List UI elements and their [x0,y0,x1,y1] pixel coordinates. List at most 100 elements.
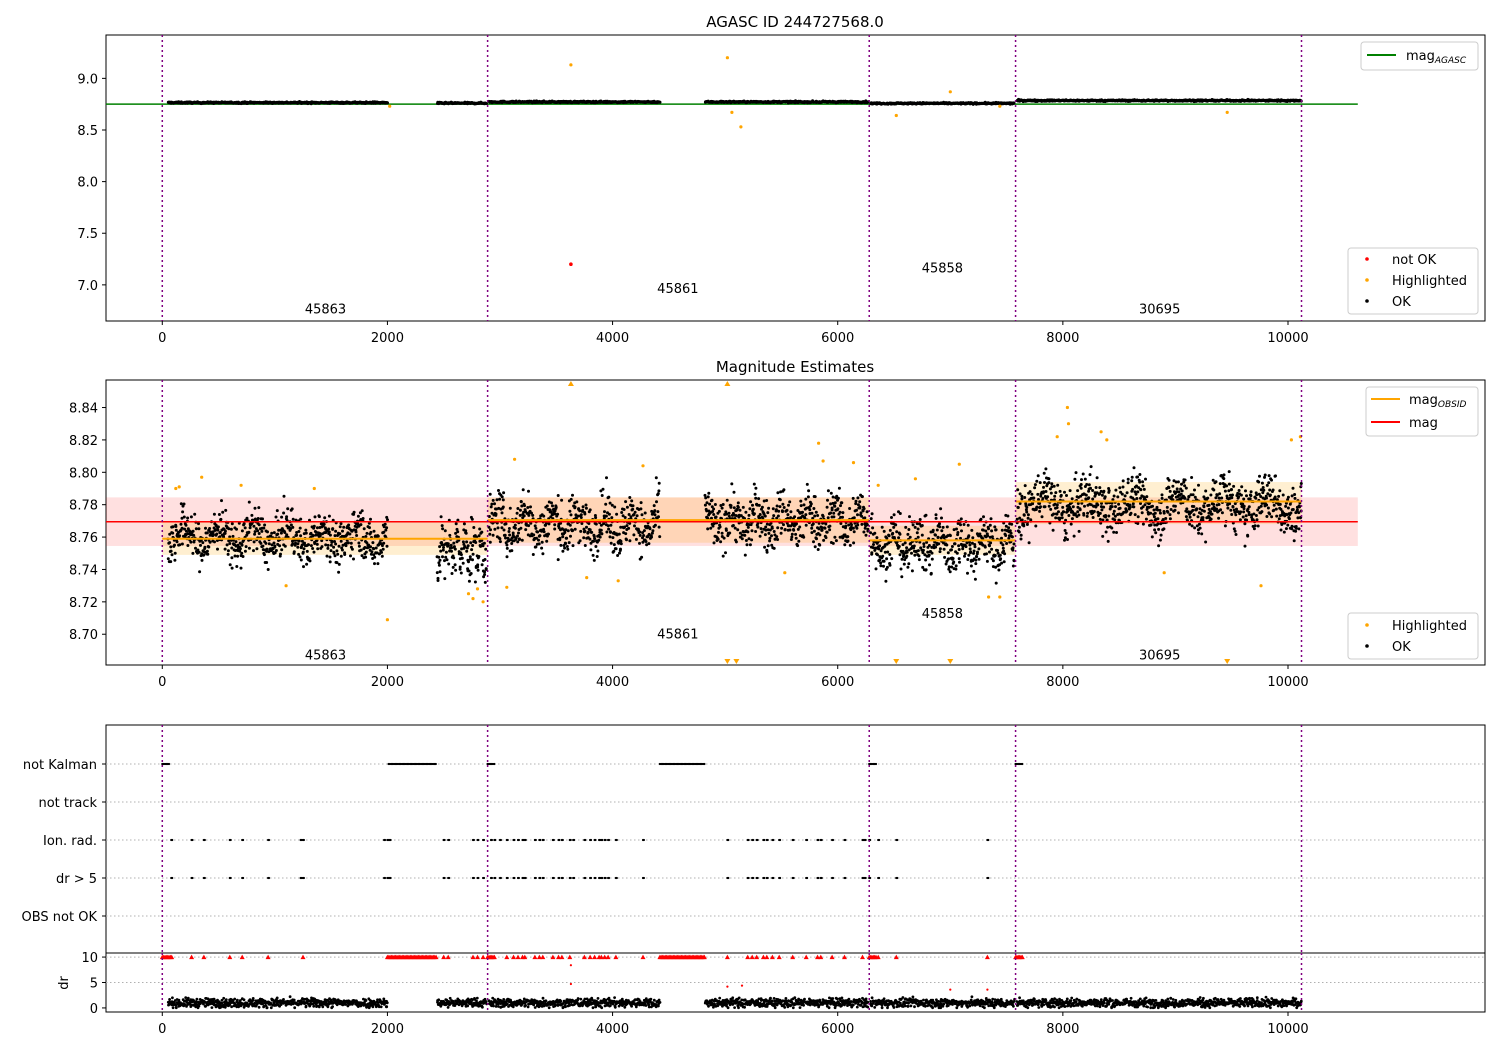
ok-point [169,560,172,563]
ok-point [990,529,993,532]
ok-point [462,562,465,565]
ok-point [337,571,340,574]
ok-point [468,570,471,573]
ok-point [265,548,268,551]
ok-point [183,503,186,506]
ok-point [728,512,731,515]
ok-point [339,525,342,528]
ok-point [779,505,782,508]
ok-point [754,530,757,533]
ok-point [628,496,631,499]
ok-point [204,527,207,530]
ok-point [994,554,997,557]
ok-point [208,527,211,530]
ok-point [895,530,898,533]
ok-point [583,513,586,516]
ok-point [749,500,752,503]
ok-point [595,523,598,526]
ok-point [206,550,209,553]
ok-point [599,536,602,539]
ok-point [936,529,939,532]
ok-point [632,533,635,536]
ok-point [783,506,786,509]
ok-point [1071,497,1074,500]
ok-point [529,505,532,508]
ok-point [557,494,560,497]
ok-point [1117,503,1120,506]
ok-point [922,549,925,552]
ok-point [254,530,257,533]
ok-point [189,541,192,544]
ok-point [483,542,486,545]
ok-point [712,508,715,511]
ok-point [990,548,993,551]
ok-point [1093,510,1096,513]
ok-point [484,548,487,551]
ok-point [899,553,902,556]
ok-point [1087,496,1090,499]
ok-point [452,556,455,559]
obsid-label: 45858 [922,261,963,276]
ok-point [489,528,492,531]
ok-point [808,508,811,511]
ok-point [329,560,332,563]
ok-point [1126,491,1129,494]
ok-point [1153,515,1156,518]
ok-point [866,510,869,513]
ok-point [607,496,610,499]
ok-point [758,504,761,507]
ok-point [791,533,794,536]
ok-point [470,548,473,551]
x-tick-label: 6000 [821,331,854,346]
highlighted-point [895,114,898,117]
ok-point [369,531,372,534]
ok-point [574,505,577,508]
ok-point [638,531,641,534]
ok-point [448,534,451,537]
ok-point [296,542,299,545]
ok-point [763,546,766,549]
ok-point [813,515,816,518]
ok-point [1020,534,1023,537]
ok-point [538,534,541,537]
ok-point [334,530,337,533]
ok-point [856,513,859,516]
ok-point [917,528,920,531]
ok-point [334,543,337,546]
ok-point [1072,505,1075,508]
ok-point [903,563,906,566]
ok-point [879,564,882,567]
ok-point [829,512,832,515]
ok-point [516,507,519,510]
ok-point [639,507,642,510]
ok-point [658,526,661,529]
ok-point [1077,502,1080,505]
ok-point [1136,522,1139,525]
ok-point [1073,535,1076,538]
ok-point [816,514,819,517]
ok-point [332,546,335,549]
ok-point [956,552,959,555]
ok-point [1132,505,1135,508]
ok-point [818,533,821,536]
ok-point [767,532,770,535]
ok-point [484,558,487,561]
ok-point [928,544,931,547]
ok-point [615,547,618,550]
legend-point-label: OK [1392,295,1411,310]
ok-point [852,527,855,530]
ok-point [883,530,886,533]
ok-point [501,511,504,514]
ok-point [510,542,513,545]
ok-point [847,540,850,543]
ok-point [969,547,972,550]
ok-point [965,541,968,544]
ok-point [1059,490,1062,493]
ok-point [1003,552,1006,555]
ok-point [386,545,389,548]
ok-point [893,513,896,516]
ok-point [313,551,316,554]
ok-point [495,513,498,516]
ok-point [950,548,953,551]
ok-point [990,517,993,520]
